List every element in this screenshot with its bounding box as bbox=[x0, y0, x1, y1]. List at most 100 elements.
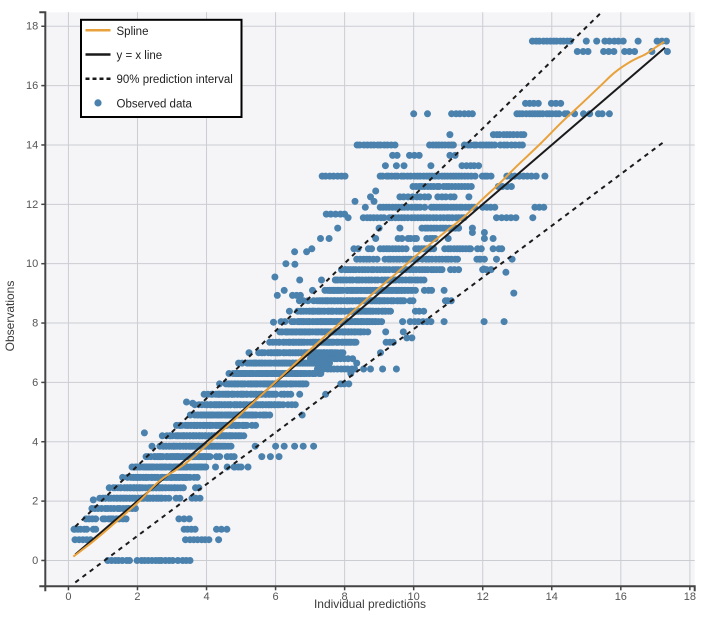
data-point[interactable] bbox=[285, 338, 293, 346]
data-point[interactable] bbox=[142, 473, 150, 481]
data-point[interactable] bbox=[199, 421, 207, 429]
data-point[interactable] bbox=[392, 365, 400, 373]
data-point[interactable] bbox=[317, 318, 325, 326]
data-point[interactable] bbox=[226, 432, 234, 440]
data-point[interactable] bbox=[296, 276, 304, 284]
data-point[interactable] bbox=[392, 162, 400, 170]
data-point[interactable] bbox=[467, 183, 475, 190]
data-point[interactable] bbox=[382, 328, 390, 336]
data-point[interactable] bbox=[507, 214, 515, 222]
data-point[interactable] bbox=[391, 141, 399, 149]
data-point[interactable] bbox=[507, 183, 515, 190]
data-point[interactable] bbox=[109, 484, 117, 492]
data-point[interactable] bbox=[206, 421, 214, 429]
data-point[interactable] bbox=[248, 411, 256, 419]
data-point[interactable] bbox=[480, 318, 488, 326]
data-point[interactable] bbox=[148, 473, 156, 481]
data-point[interactable] bbox=[202, 432, 209, 440]
data-point[interactable] bbox=[380, 214, 388, 222]
data-point[interactable] bbox=[605, 37, 613, 45]
data-point[interactable] bbox=[280, 349, 287, 357]
data-point[interactable] bbox=[252, 421, 260, 429]
data-point[interactable] bbox=[154, 473, 161, 481]
data-point[interactable] bbox=[179, 484, 187, 492]
data-point[interactable] bbox=[174, 557, 182, 564]
data-point[interactable] bbox=[328, 349, 336, 357]
data-point[interactable] bbox=[291, 401, 299, 409]
data-point[interactable] bbox=[631, 48, 639, 55]
data-point[interactable] bbox=[360, 365, 368, 373]
data-point[interactable] bbox=[92, 515, 100, 523]
data-point[interactable] bbox=[411, 286, 419, 294]
data-point[interactable] bbox=[441, 297, 449, 305]
data-point[interactable] bbox=[272, 390, 280, 398]
data-point[interactable] bbox=[83, 525, 91, 533]
data-point[interactable] bbox=[116, 494, 124, 502]
data-point[interactable] bbox=[236, 401, 244, 409]
data-point[interactable] bbox=[277, 380, 285, 388]
data-point[interactable] bbox=[427, 318, 435, 326]
data-point[interactable] bbox=[406, 151, 413, 159]
data-point[interactable] bbox=[557, 99, 565, 107]
data-point[interactable] bbox=[320, 349, 328, 357]
data-point[interactable] bbox=[358, 286, 366, 294]
data-point[interactable] bbox=[489, 245, 497, 253]
data-point[interactable] bbox=[403, 334, 411, 342]
data-point[interactable] bbox=[372, 318, 380, 326]
data-point[interactable] bbox=[358, 318, 365, 326]
data-point[interactable] bbox=[282, 260, 290, 268]
data-point[interactable] bbox=[161, 463, 169, 471]
data-point[interactable] bbox=[420, 307, 428, 315]
data-point[interactable] bbox=[230, 453, 238, 461]
data-point[interactable] bbox=[167, 473, 175, 481]
data-point[interactable] bbox=[340, 307, 348, 315]
data-point[interactable] bbox=[442, 193, 450, 201]
data-point[interactable] bbox=[372, 235, 380, 242]
data-point[interactable] bbox=[226, 401, 234, 409]
data-point[interactable] bbox=[375, 224, 383, 232]
data-point[interactable] bbox=[237, 463, 245, 471]
data-point[interactable] bbox=[424, 110, 431, 118]
data-point[interactable] bbox=[397, 286, 405, 294]
data-point[interactable] bbox=[233, 370, 241, 377]
data-point[interactable] bbox=[370, 197, 378, 205]
data-point[interactable] bbox=[188, 442, 196, 450]
data-point[interactable] bbox=[412, 235, 420, 242]
data-point[interactable] bbox=[119, 473, 127, 481]
data-point[interactable] bbox=[625, 48, 633, 55]
data-point[interactable] bbox=[163, 453, 170, 461]
data-point[interactable] bbox=[280, 286, 288, 294]
data-point[interactable] bbox=[215, 536, 223, 544]
data-point[interactable] bbox=[216, 380, 224, 388]
data-point[interactable] bbox=[291, 248, 299, 256]
data-point[interactable] bbox=[310, 442, 318, 450]
data-point[interactable] bbox=[288, 380, 295, 388]
data-point[interactable] bbox=[318, 328, 326, 336]
data-point[interactable] bbox=[223, 390, 231, 398]
data-point[interactable] bbox=[327, 210, 335, 218]
data-point[interactable] bbox=[337, 286, 345, 294]
data-point[interactable] bbox=[183, 398, 190, 406]
data-point[interactable] bbox=[252, 380, 260, 388]
data-point[interactable] bbox=[373, 255, 381, 263]
data-point[interactable] bbox=[191, 525, 199, 533]
data-point[interactable] bbox=[387, 307, 394, 315]
data-point[interactable] bbox=[489, 235, 497, 242]
data-point[interactable] bbox=[122, 515, 130, 523]
data-point[interactable] bbox=[348, 286, 355, 294]
data-point[interactable] bbox=[166, 432, 174, 440]
data-point[interactable] bbox=[296, 390, 304, 398]
data-point[interactable] bbox=[399, 318, 407, 326]
data-point[interactable] bbox=[263, 370, 271, 377]
data-point[interactable] bbox=[273, 291, 281, 299]
data-point[interactable] bbox=[337, 297, 345, 305]
data-point[interactable] bbox=[135, 463, 143, 471]
data-point[interactable] bbox=[428, 286, 436, 294]
data-point[interactable] bbox=[449, 141, 457, 149]
data-point[interactable] bbox=[272, 442, 280, 450]
data-point[interactable] bbox=[379, 365, 387, 373]
data-point[interactable] bbox=[446, 131, 454, 139]
data-point[interactable] bbox=[367, 365, 374, 373]
data-point[interactable] bbox=[220, 442, 228, 450]
data-point[interactable] bbox=[299, 442, 307, 450]
